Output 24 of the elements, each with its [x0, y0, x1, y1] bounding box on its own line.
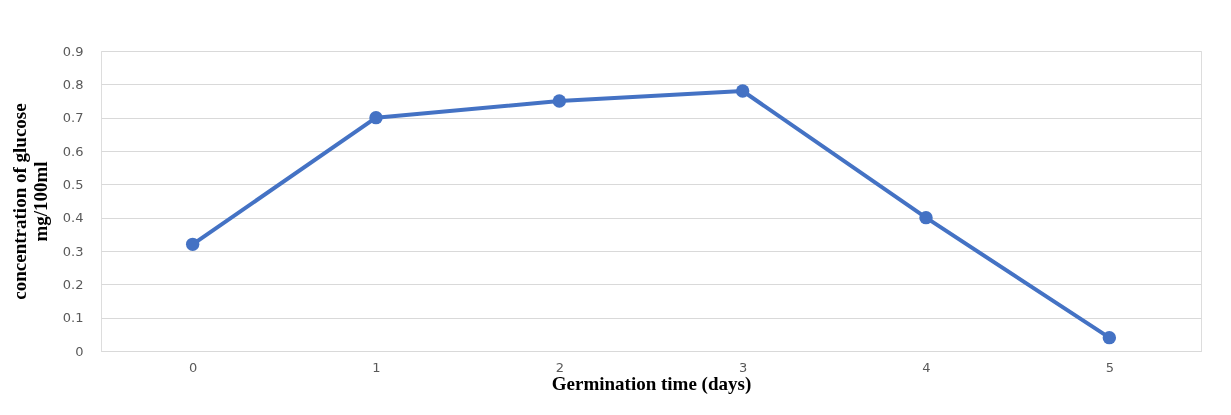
y-tick-label: 0.2 [62, 276, 84, 292]
y-tick-label: 0.7 [62, 110, 84, 126]
point [552, 94, 567, 108]
point [735, 84, 750, 98]
point [1102, 330, 1117, 345]
point [369, 110, 383, 125]
y-tick-label: 0 [75, 343, 84, 359]
y-tick-label: 0.1 [62, 310, 84, 326]
x-tick-label: 0 [189, 359, 198, 375]
x-axis-title: Germination time (days) [551, 372, 752, 395]
point [185, 237, 200, 252]
y-tick-label: 0.9 [62, 43, 84, 59]
y-tick-label: 0.3 [62, 243, 84, 259]
y-tick-label: 0.4 [62, 210, 84, 226]
y-tick-label: 0.8 [62, 76, 84, 92]
x-tick-label: 1 [372, 359, 381, 375]
y-axis-title: concentration of glucose mg/100ml [8, 103, 51, 300]
x-tick-label: 4 [922, 359, 931, 375]
point [919, 210, 933, 225]
x-tick-label: 5 [1105, 359, 1114, 375]
x-tick-label: 2 [555, 359, 564, 375]
y-tick-label: 0.5 [62, 176, 84, 192]
y-tick-label: 0.6 [62, 143, 84, 159]
x-tick-label: 3 [739, 359, 748, 375]
